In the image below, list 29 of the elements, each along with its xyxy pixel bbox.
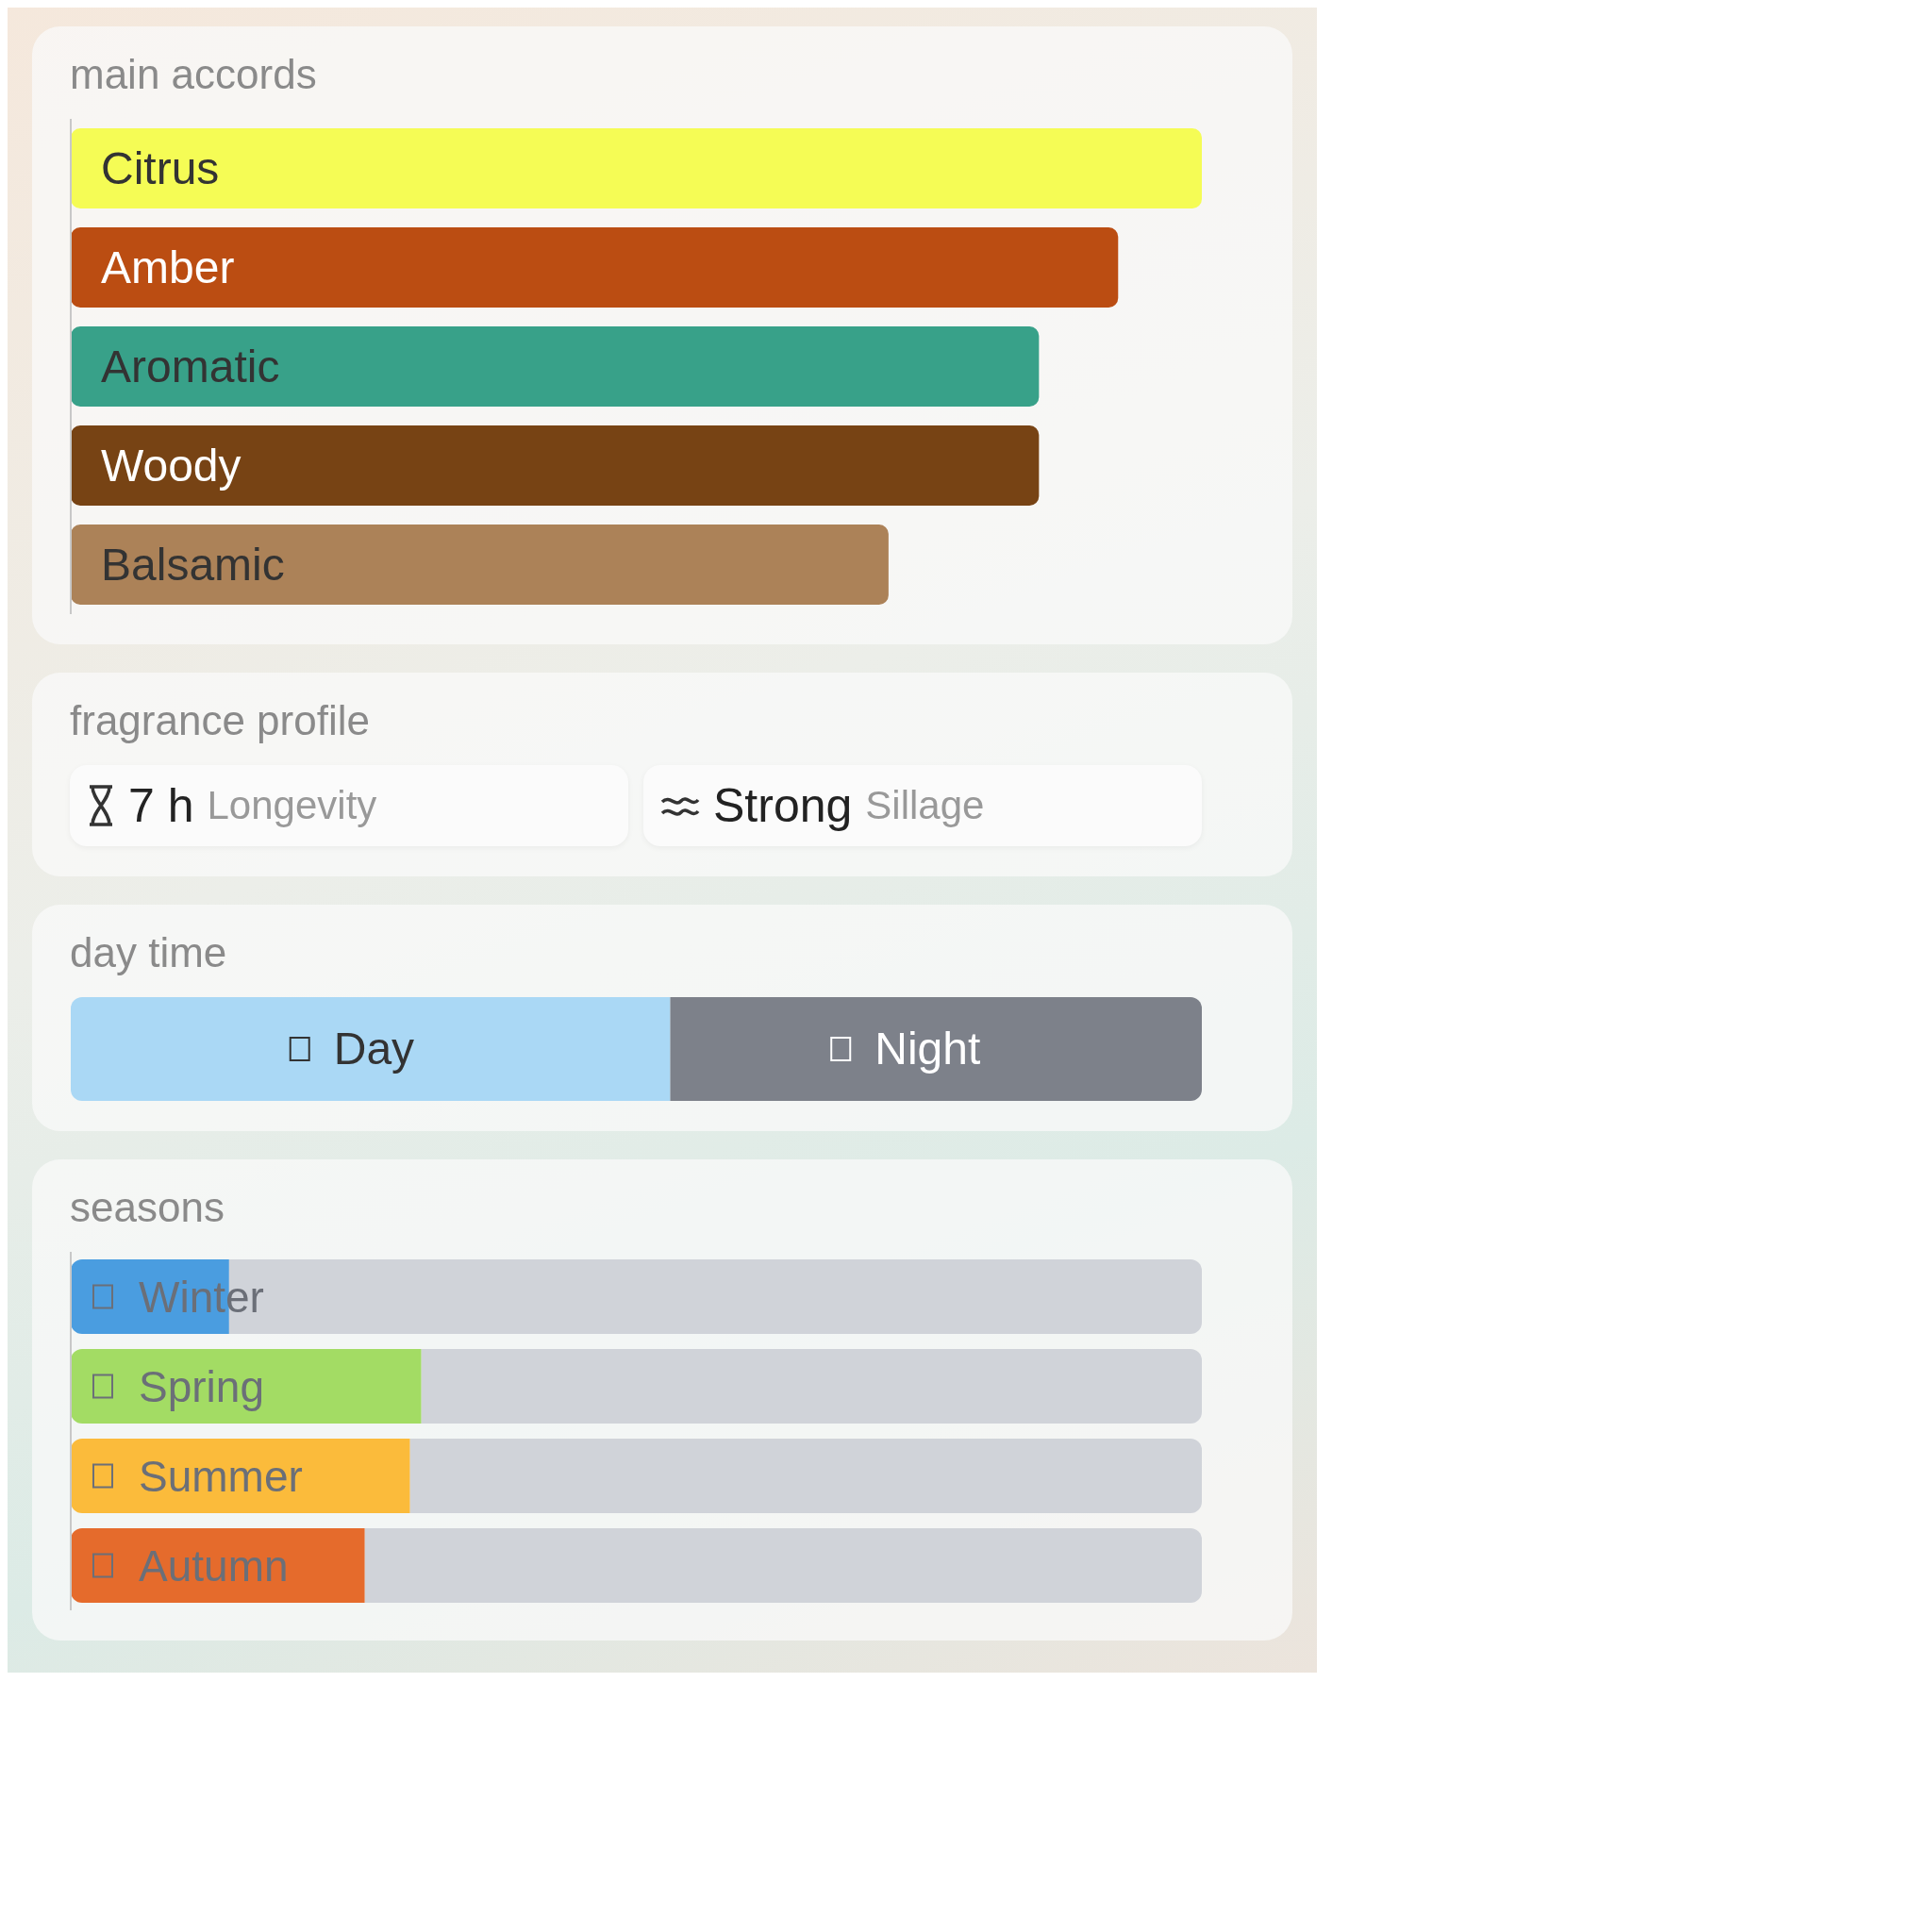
y-tick-label: Citrus [101,142,220,193]
category-label: Sillage [865,783,985,828]
series-label: Night [874,1024,981,1074]
y-tick-label: Autumn [139,1541,289,1591]
bar [421,1349,1202,1424]
y-tick-label: Amber [101,242,235,292]
y-tick-label: Balsamic [101,539,285,590]
chart-title: seasons [70,1184,225,1231]
y-tick-label: Spring [139,1361,264,1411]
bar [71,525,889,605]
bar [71,326,1040,407]
y-tick-label: Summer [139,1451,303,1501]
bar [71,227,1119,308]
y-tick-label: Woody [101,440,242,491]
bar [364,1528,1202,1603]
bar [71,425,1040,506]
y-tick-label: Aromatic [101,341,280,391]
bar [71,1528,365,1603]
bar [71,128,1202,208]
category-label: Longevity [207,783,377,828]
chart-title: main accords [70,51,318,98]
text: Strong [713,779,853,832]
text: fragrance profile [70,697,371,744]
series-label: Day [333,1024,415,1074]
bar [409,1439,1202,1513]
bar [71,1439,410,1513]
text: 7 h [128,779,194,832]
bar [71,1349,422,1424]
chart-title: day time [70,929,228,976]
